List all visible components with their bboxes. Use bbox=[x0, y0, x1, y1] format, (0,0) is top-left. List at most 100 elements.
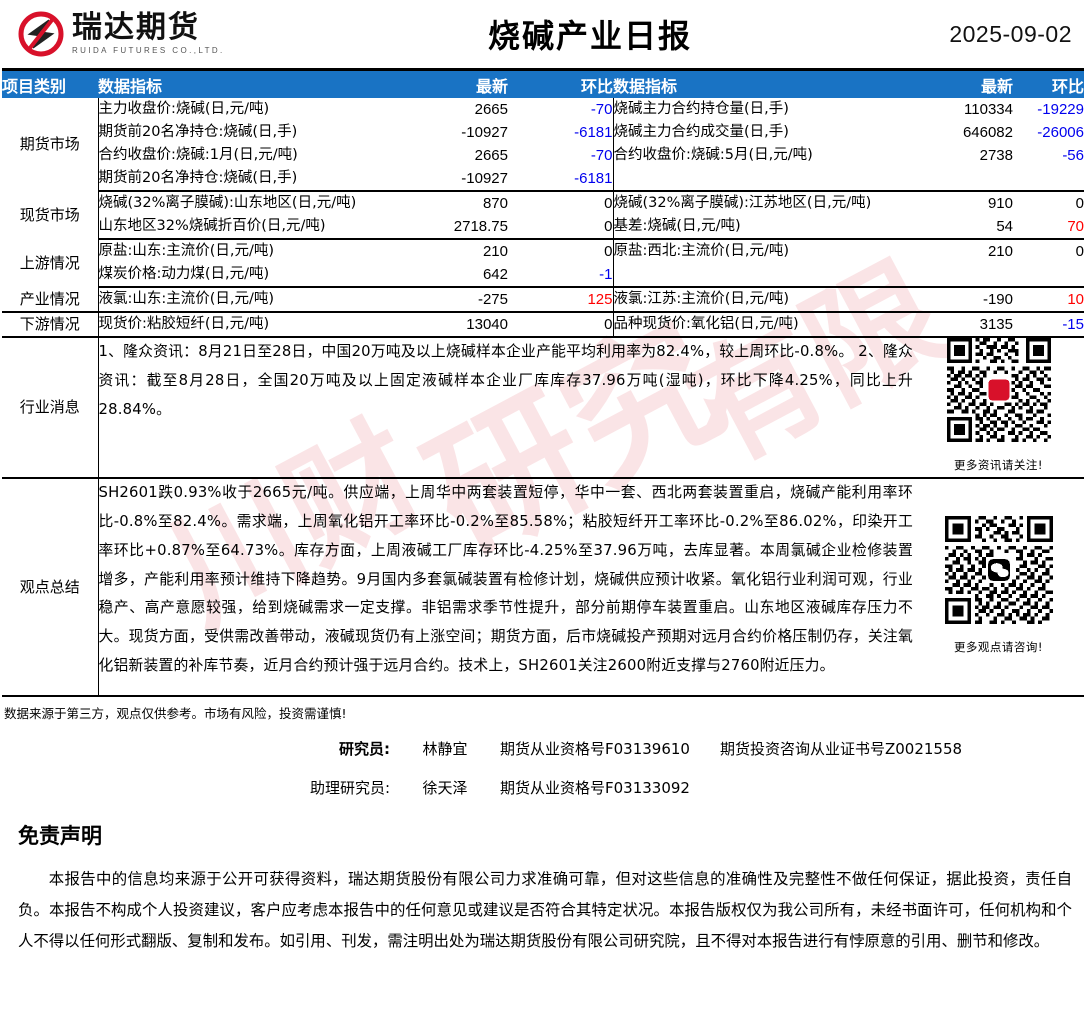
indicator-change-right: 10 bbox=[1013, 287, 1084, 313]
table-sections: 行业消息 1、隆众资讯：8月21日至28日，中国20万吨及以上烧碱样本企业产能平… bbox=[2, 337, 1084, 697]
analyst-name: 林静宜 bbox=[422, 740, 468, 758]
indicator-latest-left: 642 bbox=[398, 263, 508, 288]
page-title: 烧碱产业日报 bbox=[487, 17, 692, 55]
indicator-latest-left: 2665 bbox=[474, 147, 508, 164]
table-row: 产业情况 液氯:山东:主流价(日,元/吨) -275 125 液氯:江苏:主流价(日,元… bbox=[2, 287, 1084, 313]
analyst-license: 期货从业资格号F03139610 bbox=[500, 740, 690, 758]
indicator-name-right bbox=[612, 167, 913, 192]
indicator-name-right: 品种现货价:氧化铝(日,元/吨) bbox=[612, 312, 913, 338]
indicator-change-right: 0 bbox=[1075, 243, 1084, 260]
news-label: 行业消息 bbox=[2, 337, 99, 479]
indicator-latest-right: 210 bbox=[987, 243, 1013, 260]
analyst-row: 研究员: 林静宜 期货从业资格号F03139610 期货投资咨询从业证书号Z00215… bbox=[0, 738, 1086, 759]
col-indicator-2: 数据指标 bbox=[613, 71, 913, 98]
news-text: 1、隆众资讯：8月21日至28日，中国20万吨及以上烧碱样本企业产能平均利用率为… bbox=[98, 337, 913, 479]
indicator-name-left: 液氯:山东:主流价(日,元/吨) bbox=[98, 287, 398, 313]
ruida-logo-icon bbox=[18, 11, 64, 57]
disclaimer-title: 免责声明 bbox=[18, 824, 102, 848]
table-row: 现货市场 烧碱(32%离子膜碱):山东地区(日,元/吨) 870 0 烧碱(32%离子膜… bbox=[2, 191, 1084, 239]
col-indicator-1: 数据指标 bbox=[98, 71, 398, 98]
indicator-change-right: 70 bbox=[1013, 215, 1084, 240]
indicator-change-left: 0 bbox=[508, 312, 613, 338]
indicator-name-left: 现货价:粘胶短纤(日,元/吨) bbox=[98, 312, 398, 338]
news-row: 行业消息 1、隆众资讯：8月21日至28日，中国20万吨及以上烧碱样本企业产能平… bbox=[2, 337, 1084, 479]
indicator-change-left: 0 bbox=[508, 215, 613, 240]
indicator-name-left: 期货前20名净持仓:烧碱(日,手) bbox=[98, 167, 398, 192]
indicator-latest-right: -190 bbox=[913, 287, 1013, 313]
col-change-1: 环比 bbox=[508, 71, 613, 98]
indicator-latest-left: 2665 bbox=[474, 101, 508, 118]
indicator-name-left: 原盐:山东:主流价(日,元/吨) bbox=[98, 243, 275, 259]
indicator-change-right: -15 bbox=[1013, 312, 1084, 338]
col-category: 项目类别 bbox=[2, 71, 98, 98]
analyst-role: 助理研究员: bbox=[309, 779, 390, 797]
indicator-latest-right: 2738 bbox=[979, 147, 1013, 164]
analyst-role: 研究员: bbox=[339, 740, 390, 758]
indicator-change-left: -70 bbox=[590, 101, 613, 118]
indicator-latest-right: 3135 bbox=[913, 312, 1013, 338]
table-body: 期货市场 主力收盘价:烧碱(日,元/吨) 2665 -70 烧碱主力合约持仓量(日,手)… bbox=[2, 98, 1084, 338]
analyst-consulting-license: 期货投资咨询从业证书号Z0021558 bbox=[719, 740, 963, 758]
indicator-name-left: 山东地区32%烧碱折百价(日,元/吨) bbox=[98, 215, 398, 240]
indicator-latest-right bbox=[913, 167, 1013, 192]
col-change-2: 环比 bbox=[1013, 71, 1084, 98]
indicator-change-left: -6181 bbox=[508, 167, 613, 192]
indicator-change-left: 0 bbox=[604, 243, 613, 260]
indicator-latest-right bbox=[913, 263, 1013, 288]
indicator-change-left: -6181 bbox=[574, 124, 613, 141]
indicator-change-right: -26006 bbox=[1037, 124, 1084, 141]
indicator-latest-left: 2718.75 bbox=[398, 215, 508, 240]
indicator-name-right: 烧碱主力合约持仓量(日,手) bbox=[612, 98, 913, 121]
analyst-row: 助理研究员: 徐天泽 期货从业资格号F03133092 bbox=[0, 777, 1086, 798]
indicator-latest-right: 910 bbox=[987, 195, 1013, 212]
brand-name-en: RUIDA FUTURES CO.,LTD. bbox=[72, 46, 225, 55]
indicator-change-right: 0 bbox=[1075, 195, 1084, 212]
disclaimer-section: 免责声明 本报告中的信息均来源于公开可获得资料，瑞达期货股份有限公司力求准确可靠… bbox=[18, 820, 1072, 956]
indicator-latest-left: 870 bbox=[482, 195, 508, 212]
indicator-name-right bbox=[612, 263, 913, 288]
indicator-name-right: 液氯:江苏:主流价(日,元/吨) bbox=[612, 287, 913, 313]
disclaimer-body: 本报告中的信息均来源于公开可获得资料，瑞达期货股份有限公司力求准确可靠，但对这些… bbox=[18, 870, 1072, 950]
row-category: 上游情况 bbox=[2, 239, 99, 287]
table-row: 合约收盘价:烧碱:1月(日,元/吨) 2665 -70 合约收盘价:烧碱:5月(日,元… bbox=[2, 144, 1084, 167]
row-category: 下游情况 bbox=[2, 312, 99, 338]
summary-qr-cell: 更多观点请咨询! bbox=[913, 478, 1084, 697]
news-qr-cell: 更多资讯请关注! bbox=[913, 337, 1084, 479]
indicator-name-right: 原盐:西北:主流价(日,元/吨) bbox=[612, 239, 913, 263]
indicator-latest-right: 110334 bbox=[964, 101, 1013, 118]
table-header: 项目类别 数据指标 最新 环比 数据指标 最新 环比 bbox=[2, 71, 1084, 98]
summary-row: 观点总结 SH2601跌0.93%收于2665元/吨。供应端，上周华中两套装置短… bbox=[2, 478, 1084, 697]
qr-code-wechat-icon[interactable] bbox=[944, 515, 1053, 632]
table-row: 上游情况 原盐:山东:主流价(日,元/吨) 210 0 原盐:西北:主流价(日,元/吨)… bbox=[2, 239, 1084, 287]
indicator-name-left: 煤炭价格:动力煤(日,元/吨) bbox=[98, 263, 398, 288]
table-row: 期货前20名净持仓:烧碱(日,手) -10927 -6181 烧碱主力合约成交量(日,… bbox=[2, 121, 1084, 144]
indicator-latest-left: -275 bbox=[398, 287, 508, 313]
qr-code-news-icon[interactable] bbox=[946, 338, 1051, 450]
table-row: 期货前20名净持仓:烧碱(日,手) -10927 -6181 bbox=[2, 167, 1084, 192]
indicator-latest-right: 54 bbox=[913, 215, 1013, 240]
col-latest-2: 最新 bbox=[913, 71, 1013, 98]
indicator-latest-left: -10927 bbox=[461, 124, 508, 141]
indicator-name-right: 基差:烧碱(日,元/吨) bbox=[612, 215, 913, 240]
header-divider bbox=[2, 68, 1084, 71]
indicator-latest-left: 13040 bbox=[398, 312, 508, 338]
summary-label: 观点总结 bbox=[2, 478, 99, 697]
indicator-name-left: 烧碱(32%离子膜碱):山东地区(日,元/吨) bbox=[98, 195, 357, 211]
table-row: 煤炭价格:动力煤(日,元/吨) 642 -1 bbox=[2, 263, 1084, 288]
indicator-change-right: -56 bbox=[1062, 147, 1084, 164]
data-source-note: 数据来源于第三方，观点仅供参考。市场有风险，投资需谨慎! bbox=[4, 706, 347, 721]
brand-name-cn: 瑞达期货 bbox=[72, 10, 200, 45]
summary-text: SH2601跌0.93%收于2665元/吨。供应端，上周华中两套装置短停，华中一… bbox=[98, 478, 913, 697]
analyst-license: 期货从业资格号F03133092 bbox=[500, 779, 690, 797]
row-category: 产业情况 bbox=[2, 287, 99, 313]
indicator-change-right: -19229 bbox=[1037, 101, 1084, 118]
table-row: 期货市场 主力收盘价:烧碱(日,元/吨) 2665 -70 烧碱主力合约持仓量(日,手)… bbox=[2, 98, 1084, 191]
indicator-latest-left: 210 bbox=[482, 243, 508, 260]
analyst-name: 徐天泽 bbox=[422, 779, 468, 797]
row-category: 现货市场 bbox=[2, 191, 99, 239]
document-header: 瑞达期货 RUIDA FUTURES CO.,LTD. 烧碱产业日报 2025-… bbox=[0, 0, 1086, 68]
analysts-block: 研究员: 林静宜 期货从业资格号F03139610 期货投资咨询从业证书号Z00215… bbox=[0, 738, 1086, 798]
indicator-change-left: 125 bbox=[508, 287, 613, 313]
report-date: 2025-09-02 bbox=[949, 20, 1072, 47]
summary-qr-caption: 更多观点请咨询! bbox=[953, 639, 1044, 654]
